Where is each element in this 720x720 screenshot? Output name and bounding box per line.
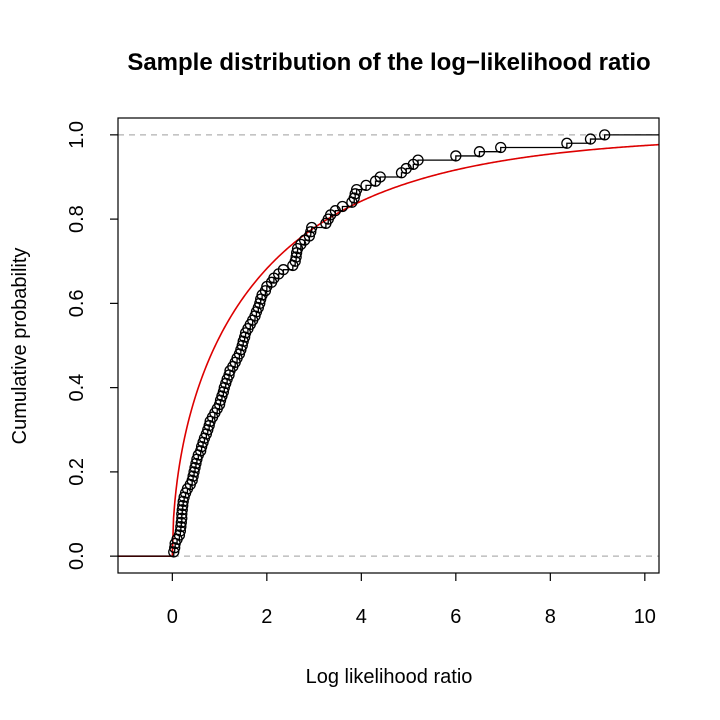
ecdf-point [188, 466, 200, 478]
axes: 0 2 4 6 8 10 0.0 0.2 0.4 0.6 0.8 1.0 [66, 121, 656, 628]
plot-frame [117, 117, 660, 574]
ecdf-point [450, 150, 462, 162]
ecdf-point [495, 141, 507, 154]
ecdf-point [599, 129, 611, 141]
ecdf-point [176, 504, 188, 516]
ecdf-point [174, 525, 187, 537]
y-tick-label: 0.0 [66, 542, 88, 570]
ecdf-point [236, 339, 248, 352]
x-axis-label: Log likelihood ratio [306, 666, 473, 688]
ecdf-point [290, 251, 302, 263]
ecdf-point [189, 462, 201, 474]
ecdf-point [584, 133, 597, 145]
x-tick-label: 6 [450, 606, 461, 628]
ecdf-point [412, 154, 424, 166]
theoretical-cdf-line [118, 143, 660, 557]
empirical-cdf [118, 129, 659, 558]
ecdf-point [169, 542, 181, 554]
ecdf-point [187, 470, 199, 482]
ecdf-point [336, 200, 349, 213]
ecdf-point [277, 264, 290, 276]
y-tick-label: 0.2 [66, 458, 88, 486]
ecdf-point [360, 179, 372, 192]
x-tick-label: 4 [356, 606, 367, 628]
ecdf-point [177, 495, 189, 508]
ecdf-point [186, 474, 198, 486]
ecdf-point [195, 445, 207, 457]
ecdf-point [177, 499, 189, 512]
ecdf-point [168, 546, 180, 558]
ecdf-point [175, 516, 187, 529]
y-tick-label: 0.6 [66, 289, 88, 317]
ecdf-point [561, 137, 573, 149]
ecdf-point [213, 398, 226, 411]
x-tick-label: 8 [545, 606, 556, 628]
ecdf-point [176, 512, 188, 524]
ecdf-point [305, 226, 317, 238]
x-tick-label: 10 [634, 606, 656, 628]
y-axis-label: Cumulative probability [9, 248, 31, 445]
y-tick-label: 1.0 [66, 121, 88, 149]
ecdf-point [289, 255, 301, 267]
y-tick-label: 0.4 [66, 374, 88, 402]
x-tick-label: 0 [167, 606, 178, 628]
ecdf-point [190, 457, 202, 470]
ecdf-point [175, 521, 187, 533]
theoretical-cdf [118, 143, 660, 557]
ecdf-step-line [118, 134, 659, 557]
chart-title: Sample distribution of the log−likelihoo… [127, 49, 650, 76]
ecdf-point [217, 386, 230, 398]
ecdf-point [374, 171, 386, 183]
ecdf-point [348, 192, 360, 204]
ecdf-point [176, 508, 188, 520]
ecdf-point [350, 183, 363, 196]
y-tick-label: 0.8 [66, 205, 88, 233]
ecdf-point [473, 146, 486, 158]
ecdf-point [306, 221, 318, 234]
reference-lines [118, 134, 659, 557]
x-tick-label: 2 [261, 606, 272, 628]
ecdf-point [173, 529, 186, 541]
ecdf-point [254, 297, 266, 310]
